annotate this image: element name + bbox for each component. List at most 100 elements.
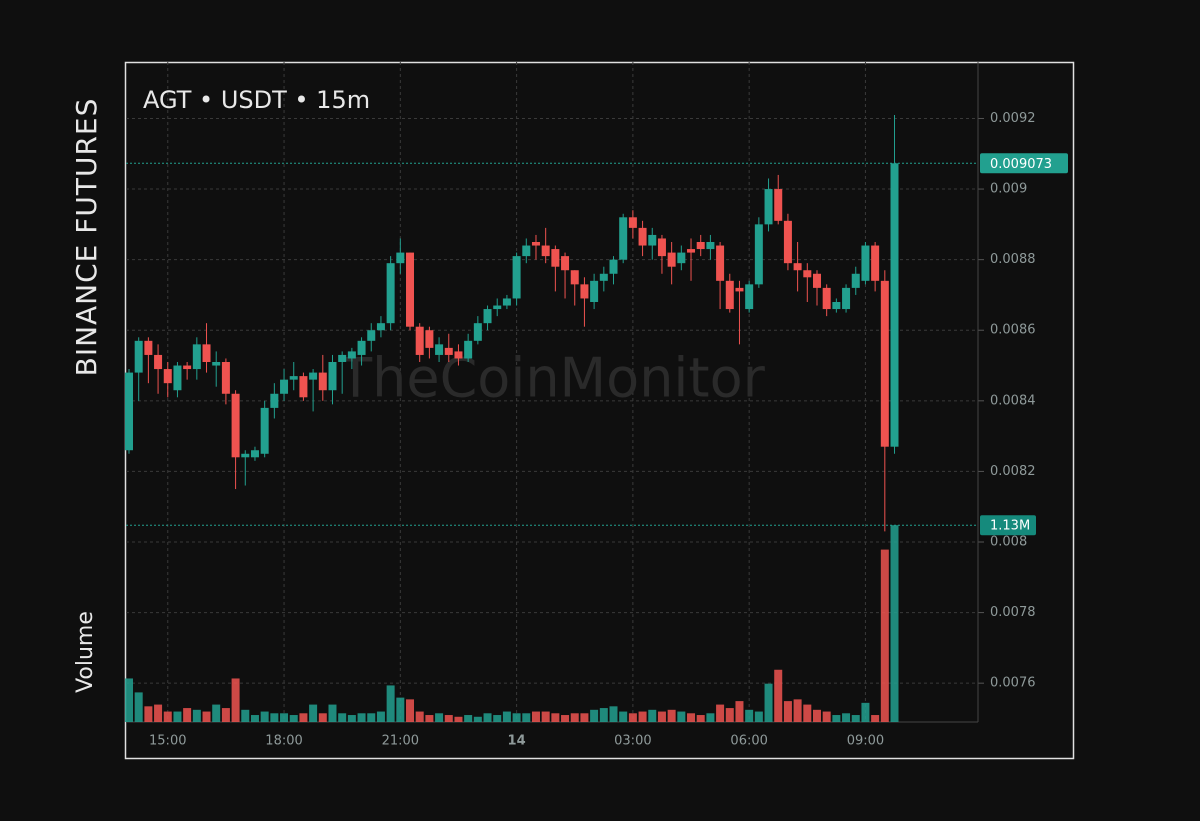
candle-body xyxy=(619,217,628,260)
candle-body xyxy=(812,273,821,288)
volume-bar xyxy=(231,678,240,722)
volume-bar xyxy=(561,715,570,722)
candle-body xyxy=(851,273,860,288)
candle-body xyxy=(289,376,298,380)
candle-body xyxy=(599,273,608,281)
candle-body xyxy=(406,252,415,327)
volume-bar xyxy=(125,678,133,722)
volume-bar xyxy=(280,713,289,722)
candle-body xyxy=(328,362,337,391)
volume-bar xyxy=(386,685,395,722)
x-tick-label: 21:00 xyxy=(382,734,419,749)
x-tick-label: 14 xyxy=(508,734,526,749)
candle-body xyxy=(163,369,172,384)
x-tick-label: 03:00 xyxy=(614,734,651,749)
volume-bar xyxy=(183,708,192,722)
volume-bar xyxy=(890,525,899,722)
candle-body xyxy=(309,372,318,380)
y-tick-label: 0.0092 xyxy=(990,111,1036,126)
candle-body xyxy=(561,256,570,271)
volume-bar xyxy=(241,709,250,722)
candle-body xyxy=(832,302,841,310)
candle-body xyxy=(502,298,511,306)
volume-bar xyxy=(270,713,279,722)
candle-body xyxy=(657,238,666,257)
volume-bar xyxy=(464,715,473,722)
candle-body xyxy=(512,256,521,299)
y-tick-label: 0.008 xyxy=(990,535,1027,550)
candle-body xyxy=(696,242,705,250)
candle-body xyxy=(551,249,560,267)
candle-body xyxy=(270,393,279,408)
volume-bar xyxy=(406,699,415,722)
volume-bar xyxy=(871,715,880,722)
volume-bar xyxy=(851,715,860,722)
volume-bar xyxy=(667,709,676,722)
candle-body xyxy=(774,189,783,221)
y-tick-label: 0.009 xyxy=(990,182,1027,197)
volume-bar xyxy=(347,715,356,722)
volume-bar xyxy=(435,713,444,722)
candle-body xyxy=(890,163,899,447)
candle-body xyxy=(347,351,356,359)
volume-bar xyxy=(260,711,269,722)
candle-body xyxy=(783,220,792,264)
candle-body xyxy=(493,305,502,310)
volume-bar xyxy=(250,715,259,722)
volume-bar xyxy=(154,704,163,722)
y-tick-label: 0.0086 xyxy=(990,323,1036,338)
volume-bar xyxy=(376,711,385,722)
volume-bar xyxy=(735,701,744,722)
volume-bar xyxy=(657,711,666,722)
candle-body xyxy=(735,287,744,292)
candle-body xyxy=(725,280,734,310)
volume-bar xyxy=(541,711,550,722)
volume-bar xyxy=(531,711,540,722)
candle-body xyxy=(250,450,259,458)
volume-bar xyxy=(444,715,453,722)
volume-bar xyxy=(570,713,579,722)
candle-body xyxy=(241,453,250,458)
candle-body xyxy=(687,249,696,253)
candle-body xyxy=(483,309,492,324)
volume-bar xyxy=(774,669,783,722)
last-volume-label: 1.13M xyxy=(990,519,1030,534)
volume-bar xyxy=(677,711,686,722)
volume-bar xyxy=(880,549,889,722)
volume-bar xyxy=(454,716,463,722)
candle-body xyxy=(803,270,812,278)
volume-bar xyxy=(764,683,773,722)
candle-body xyxy=(842,287,851,310)
volume-bar xyxy=(609,706,618,722)
volume-bar xyxy=(648,709,657,722)
volume-bar xyxy=(832,715,841,722)
volume-bar xyxy=(619,711,628,722)
candle-body xyxy=(638,227,647,246)
volume-bar xyxy=(512,713,521,722)
candle-body xyxy=(716,245,725,281)
volume-bar xyxy=(493,715,502,722)
candle-body xyxy=(880,280,889,447)
candle-body xyxy=(745,284,754,310)
volume-bar xyxy=(338,713,347,722)
candle-body xyxy=(231,393,240,458)
candle-body xyxy=(677,252,686,264)
candle-body xyxy=(754,224,763,285)
candle-body xyxy=(667,252,676,267)
last-price-label: 0.009073 xyxy=(990,157,1052,172)
volume-bar xyxy=(822,711,831,722)
candle-body xyxy=(861,245,870,281)
volume-bar xyxy=(590,709,599,722)
volume-bar xyxy=(696,715,705,722)
volume-bar xyxy=(144,706,153,722)
candle-body xyxy=(609,259,618,274)
candle-body xyxy=(183,365,192,370)
volume-bar xyxy=(754,711,763,722)
candle-body xyxy=(202,344,211,362)
y-tick-label: 0.0076 xyxy=(990,676,1036,691)
candle-body xyxy=(134,340,143,373)
candle-body xyxy=(435,344,444,355)
candle-body xyxy=(376,323,385,331)
